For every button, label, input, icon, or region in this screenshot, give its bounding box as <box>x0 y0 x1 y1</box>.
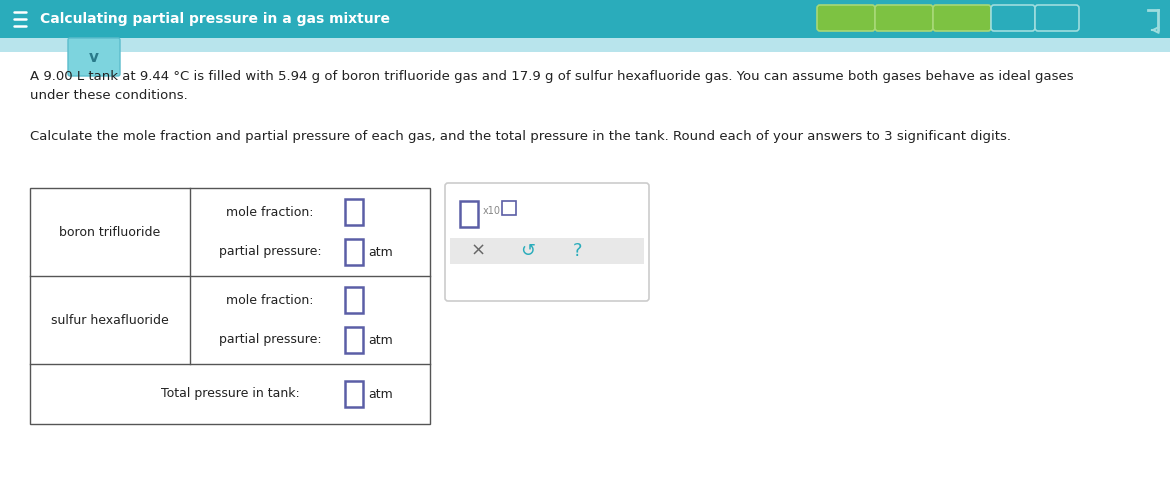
FancyBboxPatch shape <box>345 199 363 225</box>
Text: Calculating partial pressure in a gas mixture: Calculating partial pressure in a gas mi… <box>40 12 390 26</box>
Text: A 9.00 L tank at 9.44 °C is filled with 5.94 g of boron trifluoride gas and 17.9: A 9.00 L tank at 9.44 °C is filled with … <box>30 70 1074 102</box>
Text: mole fraction:: mole fraction: <box>226 205 314 219</box>
Text: Calculate the mole fraction and partial pressure of each gas, and the total pres: Calculate the mole fraction and partial … <box>30 130 1011 143</box>
Bar <box>0 38 1170 52</box>
Bar <box>450 238 644 264</box>
Text: mole fraction:: mole fraction: <box>226 294 314 307</box>
Text: atm: atm <box>369 387 393 400</box>
Text: atm: atm <box>369 246 393 258</box>
Bar <box>30 188 431 424</box>
FancyBboxPatch shape <box>68 38 121 76</box>
Text: atm: atm <box>369 333 393 347</box>
Text: boron trifluoride: boron trifluoride <box>60 226 160 239</box>
FancyBboxPatch shape <box>345 381 363 407</box>
Text: partial pressure:: partial pressure: <box>219 246 322 258</box>
FancyBboxPatch shape <box>345 287 363 313</box>
FancyBboxPatch shape <box>445 183 649 301</box>
Bar <box>0 0 1170 38</box>
Text: ↺: ↺ <box>521 242 536 260</box>
FancyBboxPatch shape <box>460 201 479 227</box>
Text: sulfur hexafluoride: sulfur hexafluoride <box>51 313 168 326</box>
FancyBboxPatch shape <box>991 5 1035 31</box>
Text: v: v <box>89 51 99 65</box>
Text: Total pressure in tank:: Total pressure in tank: <box>160 387 300 400</box>
FancyBboxPatch shape <box>502 201 516 215</box>
FancyBboxPatch shape <box>817 5 875 31</box>
Text: ×: × <box>470 242 486 260</box>
FancyBboxPatch shape <box>345 239 363 265</box>
FancyBboxPatch shape <box>875 5 932 31</box>
Text: ?: ? <box>573 242 583 260</box>
Text: partial pressure:: partial pressure: <box>219 333 322 347</box>
FancyBboxPatch shape <box>345 327 363 353</box>
Text: x10: x10 <box>483 206 501 216</box>
FancyBboxPatch shape <box>932 5 991 31</box>
FancyBboxPatch shape <box>1035 5 1079 31</box>
